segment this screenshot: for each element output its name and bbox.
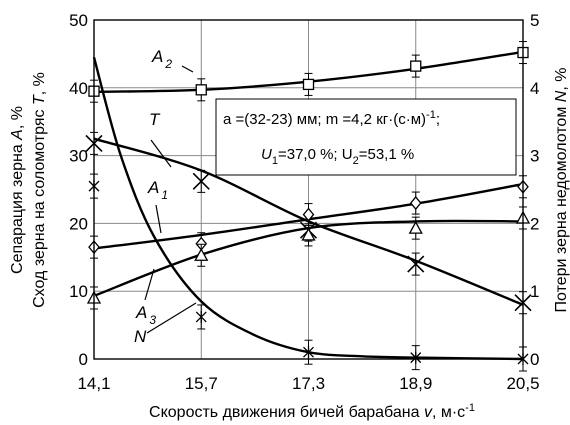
x-tick-label: 14,1 (77, 374, 110, 393)
y-axis-left-label-2: Сход зерна на соломотряс T, % (31, 72, 48, 308)
x-axis-label-sup: -1 (465, 402, 475, 414)
marker-n (410, 351, 422, 364)
y-left-tick-label: 30 (69, 147, 88, 166)
annotation-line1-sup: -1 (426, 109, 436, 121)
label-a3-name: A (135, 303, 147, 322)
annotation-line2: U1=37,0 %; U2=53,1 % (261, 146, 414, 167)
marker-n (303, 346, 314, 359)
marker-a1 (409, 196, 422, 211)
x-axis-label-unit: , м·с (432, 404, 465, 421)
y-right-tick-label: 1 (530, 282, 539, 301)
annotation-u1-sub: 1 (272, 155, 278, 167)
marker-a2 (302, 78, 315, 91)
label-a3-sub: 3 (149, 313, 156, 327)
marker-a2 (410, 60, 422, 72)
y-right-label-text: Потери зерна недомолотом (553, 102, 570, 312)
y-left-tick-label: 40 (69, 79, 88, 98)
y-right-tick-label: 2 (530, 214, 539, 233)
tick-labels: 14,1 15,7 17,3 18,9 20,5 0 10 20 30 40 50 0 1 2 3 4 5 (69, 11, 539, 393)
series-line-n (92, 56, 524, 361)
annotation-u1: U (261, 146, 272, 163)
svg-text:A1: A1 (147, 178, 168, 202)
annotation-u2-sub: 2 (353, 155, 359, 167)
y-left-tick-label: 50 (69, 11, 88, 30)
marker-t (407, 255, 425, 273)
y-left-label-1-unit: , % (9, 106, 26, 129)
y-left-label-2-text: Сход зерна на соломотряс (31, 105, 48, 308)
label-a1-sub: 1 (161, 188, 168, 202)
annotation-line1-text: a =(32-23) мм; m =4,2 кг·(с·м) (223, 111, 426, 128)
svg-text:A3: A3 (135, 303, 156, 327)
y-left-tick-label: 20 (69, 214, 88, 233)
x-tick-label: 15,7 (185, 374, 218, 393)
plot-frame (93, 19, 524, 360)
y-left-label-2-unit: , % (31, 72, 48, 95)
x-axis-label-var: v (424, 404, 433, 421)
x-tick-label: 17,3 (292, 374, 325, 393)
label-a2-name: A (151, 47, 163, 66)
y-right-tick-label: 3 (530, 147, 539, 166)
x-tick-label: 18,9 (399, 374, 432, 393)
marker-t (192, 172, 210, 190)
annotation-u2-value: =53,1 % (359, 146, 414, 163)
svg-text:A2: A2 (151, 47, 172, 71)
marker-a2 (195, 84, 207, 96)
annotation-line1-tail: ; (436, 111, 440, 128)
y-left-label-1-var: A (9, 129, 26, 141)
x-axis-label-text: Скорость движения бичей барабана (149, 404, 424, 421)
y-left-label-1-text: Сепарация зерна (9, 140, 26, 274)
y-axis-left-label-1: Сепарация зерна A, % (9, 106, 26, 274)
annotation-line1: a =(32-23) мм; m =4,2 кг·(с·м)-1; (223, 109, 440, 128)
x-axis-label: Скорость движения бичей барабана v, м·с-… (149, 402, 475, 421)
annotation-u1-value: =37,0 %; U (278, 146, 353, 163)
label-a1-name: A (147, 178, 159, 197)
y-left-label-2-var: T (31, 94, 48, 105)
label-n: N (134, 302, 197, 346)
y-right-tick-label: 5 (530, 11, 539, 30)
label-a2-sub: 2 (164, 57, 172, 71)
label-t-name: T (149, 110, 161, 129)
label-t: T (149, 110, 172, 168)
marker-a3 (194, 247, 209, 261)
x-tick-label: 20,5 (506, 374, 539, 393)
label-n-name: N (134, 327, 147, 346)
marker-n (195, 310, 207, 323)
annotation-box: a =(32-23) мм; m =4,2 кг·(с·м)-1; U1=37,… (215, 98, 517, 176)
marker-a3 (301, 227, 316, 241)
y-right-label-unit: , % (553, 68, 570, 91)
marker-a3 (408, 220, 423, 234)
y-axis-right-label: Потери зерна недомолотом N, % (553, 68, 570, 313)
y-left-tick-label: 10 (69, 282, 88, 301)
y-right-tick-label: 4 (530, 79, 539, 98)
y-right-label-var: N (553, 90, 570, 102)
y-left-tick-label: 0 (79, 350, 88, 369)
y-right-tick-label: 0 (530, 350, 539, 369)
marker-a1 (302, 207, 315, 222)
